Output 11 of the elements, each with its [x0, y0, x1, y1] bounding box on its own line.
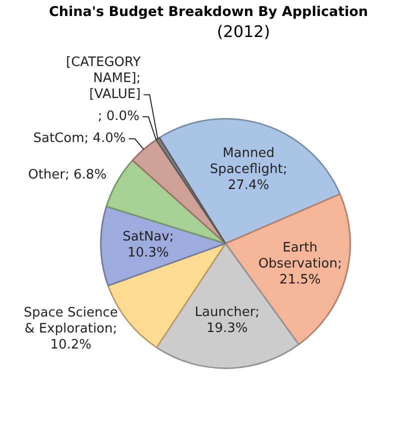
text: ; 0.0% — [98, 109, 140, 124]
slice-label: Other; 6.8% — [28, 167, 107, 182]
slice-label: Earth Observation; 21.5% — [258, 240, 342, 288]
slice-label: Space Science & Exploration; 10.2% — [24, 306, 118, 353]
chart-subtitle: (2012) — [216, 22, 272, 41]
slice-label: Launcher; 19.3% — [194, 305, 260, 336]
slice-label: Manned Spaceflight; 27.4% — [210, 146, 288, 194]
chart-title: China's Budget Breakdown By Application — [48, 4, 370, 20]
slice-label: SatCom; 4.0% — [33, 131, 126, 146]
slice-label: SatNav; 10.3% — [122, 230, 174, 261]
slice-label: [CATEGORY NAME]; [VALUE] — [66, 55, 141, 102]
